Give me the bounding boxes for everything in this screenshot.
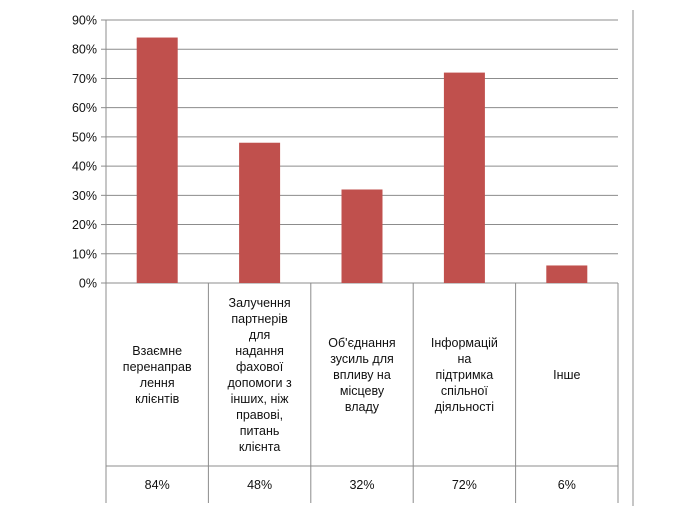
y-tick-label: 70%	[72, 72, 97, 86]
data-table-value: 72%	[451, 477, 477, 492]
y-tick-label: 40%	[72, 160, 97, 174]
data-table-value: 84%	[144, 477, 170, 492]
x-category-label: Інформацій на підтримка спільної діяльно…	[430, 335, 498, 414]
bar	[239, 142, 281, 283]
y-tick-label: 50%	[72, 130, 97, 144]
y-tick-label: 10%	[72, 247, 97, 261]
y-tick-label: 20%	[72, 218, 97, 232]
y-tick-label: 30%	[72, 189, 97, 203]
bar	[443, 72, 485, 283]
y-tick-label: 80%	[72, 43, 97, 57]
bar	[546, 265, 588, 283]
y-tick-label: 60%	[72, 101, 97, 115]
x-category-label: Інше	[553, 367, 581, 382]
data-table-value: 48%	[247, 477, 273, 492]
y-tick-label: 0%	[79, 277, 97, 291]
bar	[341, 189, 383, 283]
x-category-label: Залучення партнерів для надання фахової …	[227, 295, 292, 454]
data-table-value: 6%	[557, 477, 576, 492]
data-table-value: 32%	[349, 477, 375, 492]
bar	[136, 37, 178, 284]
x-category-label: Об'єднання зусиль для впливу на місцеву …	[328, 335, 396, 414]
x-category-label: Взаємне перенаправ лення клієнтів	[122, 343, 192, 406]
y-tick-label: 90%	[72, 14, 97, 28]
